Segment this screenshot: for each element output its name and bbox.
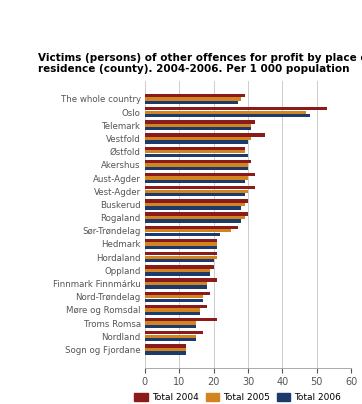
Bar (145, 219, 241, 223)
Bar (145, 272, 210, 276)
Bar (145, 269, 210, 272)
Bar (145, 239, 217, 242)
Bar (145, 259, 214, 262)
Bar (145, 278, 217, 282)
Bar (145, 124, 251, 127)
Bar (145, 173, 255, 176)
Bar (145, 177, 248, 180)
Text: Victims (persons) of other offences for profit by place of
residence (county). 2: Victims (persons) of other offences for … (38, 53, 362, 74)
Bar (145, 242, 217, 246)
Bar (145, 335, 196, 338)
Bar (145, 285, 207, 289)
Bar (145, 101, 237, 104)
Bar (145, 295, 203, 299)
Bar (145, 193, 245, 196)
Bar (145, 348, 186, 351)
Bar (145, 167, 248, 170)
Bar (145, 256, 217, 259)
Bar (145, 226, 237, 229)
Bar (145, 140, 248, 144)
Bar (145, 189, 248, 193)
Bar (145, 154, 248, 157)
Bar (145, 325, 196, 328)
Bar (145, 351, 186, 355)
Bar (145, 133, 265, 137)
Bar (145, 160, 251, 163)
Bar (145, 292, 210, 295)
Bar (145, 246, 217, 249)
Bar (145, 97, 241, 101)
Bar (145, 322, 196, 325)
Bar (145, 111, 306, 114)
Bar (145, 305, 207, 308)
Bar (145, 308, 200, 311)
Bar (145, 114, 310, 117)
Bar (145, 229, 231, 232)
Bar (145, 331, 203, 335)
Bar (145, 137, 251, 140)
Bar (145, 127, 251, 130)
Bar (145, 107, 327, 110)
Bar (145, 265, 214, 269)
Bar (145, 338, 196, 341)
Bar (145, 147, 245, 150)
Bar (145, 150, 245, 154)
Bar (145, 199, 248, 202)
Bar (145, 206, 241, 210)
Bar (145, 213, 248, 216)
Bar (145, 282, 207, 285)
Bar (145, 186, 255, 189)
Bar (145, 203, 245, 206)
Bar (145, 233, 220, 236)
Bar (145, 120, 255, 124)
Bar (145, 299, 203, 302)
Bar (145, 344, 186, 347)
Legend: Total 2004, Total 2005, Total 2006: Total 2004, Total 2005, Total 2006 (131, 389, 345, 404)
Bar (145, 252, 217, 255)
Bar (145, 163, 248, 166)
Bar (145, 318, 217, 321)
Bar (145, 180, 245, 183)
Bar (145, 216, 245, 219)
Bar (145, 94, 245, 97)
Bar (145, 312, 200, 315)
